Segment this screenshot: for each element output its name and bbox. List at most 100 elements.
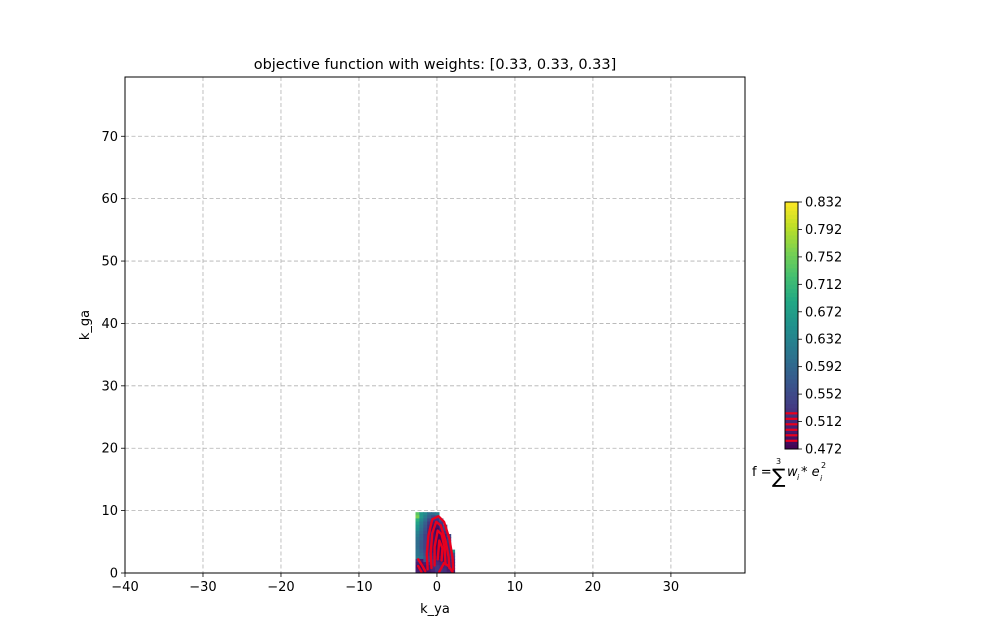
contour-lines — [417, 515, 455, 573]
colorbar-segment — [785, 337, 798, 343]
colorbar-tick-label: 0.632 — [805, 333, 842, 348]
heatmap-cell — [415, 562, 421, 566]
colorbar-segment — [785, 317, 798, 322]
heatmap-cell — [423, 558, 428, 563]
formula-weight-index: i — [797, 473, 800, 482]
x-axis-ticks: −40 −30 −20 −10 0 10 20 30 — [111, 573, 679, 595]
heatmap-cell — [438, 537, 444, 541]
colorbar-frame — [784, 201, 799, 450]
x-tick-label: 30 — [663, 580, 680, 595]
colorbar-contour-bands — [785, 412, 798, 442]
heatmap-cell — [423, 562, 428, 566]
formula-error-index: i — [820, 474, 823, 483]
colorbar-segment — [785, 206, 798, 211]
plot-area — [125, 77, 745, 573]
heatmap-cell — [431, 512, 436, 516]
colorbar-segment — [785, 222, 798, 228]
heatmap-cell — [431, 549, 436, 554]
colorbar-segment — [785, 239, 798, 244]
heatmap-cell — [415, 568, 421, 573]
heatmap-cell — [415, 521, 421, 526]
heatmap-cell — [419, 515, 424, 520]
colorbar-tick-label: 0.792 — [805, 223, 842, 238]
heatmap-cell — [419, 537, 424, 541]
heatmap-cell — [419, 518, 424, 523]
heatmap-cell — [415, 524, 421, 529]
heatmap-cell — [431, 543, 436, 548]
heatmap-cell — [427, 521, 432, 526]
colorbar-segment — [785, 255, 798, 261]
colorbar-segment — [785, 276, 798, 281]
heatmap-cell — [431, 546, 436, 551]
axes-frame — [124, 76, 746, 574]
colorbar-segment — [785, 440, 798, 446]
colorbar-segment — [785, 243, 798, 248]
colorbar-segment — [785, 395, 798, 401]
y-tick-label: 40 — [101, 317, 118, 332]
colorbar-segment — [785, 280, 798, 285]
colorbar-ticks: 0.472 0.512 0.552 0.592 0.632 0.672 0.712 0.752… — [798, 196, 842, 458]
contour-line — [436, 539, 444, 562]
heatmap-cell — [423, 546, 428, 551]
objective-formula: f = ∑ 3 w i * e i 2 — [752, 457, 826, 488]
heatmap-cell — [427, 546, 432, 551]
colorbar-segment — [785, 436, 798, 442]
colorbar-segment — [785, 284, 798, 289]
colorbar-segment — [785, 218, 798, 224]
heatmap-cell — [446, 571, 452, 573]
colorbar-segment — [785, 407, 798, 413]
heatmap-cell — [427, 562, 432, 566]
contour-line — [417, 558, 427, 573]
colorbar-segment — [785, 296, 798, 302]
colorbar-segment — [785, 399, 798, 405]
colorbar-segment — [785, 234, 798, 240]
heatmap-cell — [427, 565, 432, 569]
colorbar-segment — [785, 214, 798, 219]
colorbar: 0.472 0.512 0.552 0.592 0.632 0.672 0.712 0.752… — [784, 196, 842, 458]
heatmap-cell — [423, 555, 428, 560]
heatmap-cell — [431, 555, 436, 560]
colorbar-segment — [785, 383, 798, 388]
colorbar-segment — [785, 374, 798, 380]
heatmap-cell — [415, 537, 421, 541]
heatmap-cell — [419, 543, 424, 548]
heatmap-cell — [427, 555, 432, 560]
colorbar-tick-label: 0.472 — [805, 443, 842, 458]
heatmap-cell — [423, 549, 428, 554]
heatmap-cell — [419, 527, 424, 532]
colorbar-segment — [785, 354, 798, 359]
heatmap-cell — [415, 555, 421, 560]
heatmap-cell — [419, 524, 424, 529]
heatmap-cell — [427, 549, 432, 554]
colorbar-tick-label: 0.512 — [805, 415, 842, 430]
heatmap-cell — [435, 571, 440, 573]
heatmap-cell — [423, 540, 428, 544]
heatmap-cell — [446, 549, 452, 554]
heatmap-cell — [423, 521, 428, 526]
x-tick-label: 0 — [433, 580, 441, 595]
heatmap-cell — [427, 512, 432, 516]
heatmap-cell — [423, 552, 428, 557]
colorbar-segment — [785, 358, 798, 364]
colorbar-segment — [785, 226, 798, 232]
heatmap-cell — [442, 527, 448, 532]
colorbar-segment — [785, 350, 798, 355]
colorbar-tick-label: 0.832 — [805, 196, 842, 211]
heatmap-cell — [442, 571, 448, 573]
heatmap-cell — [431, 562, 436, 566]
colorbar-segment — [785, 259, 798, 265]
heatmap-cell — [438, 546, 444, 551]
heatmap-cell — [431, 534, 436, 538]
x-tick-label: −10 — [345, 580, 372, 595]
heatmap-cell — [423, 527, 428, 532]
heatmap-cell — [415, 546, 421, 551]
y-tick-label: 50 — [101, 255, 118, 270]
colorbar-segment — [785, 313, 798, 318]
heatmap-cell — [438, 521, 444, 526]
heatmap-cell — [435, 558, 440, 563]
heatmap-cell — [415, 518, 421, 523]
heatmap-cell — [415, 549, 421, 554]
formula-prefix: f = — [752, 465, 772, 480]
formula-sum-upper: 3 — [776, 457, 781, 466]
